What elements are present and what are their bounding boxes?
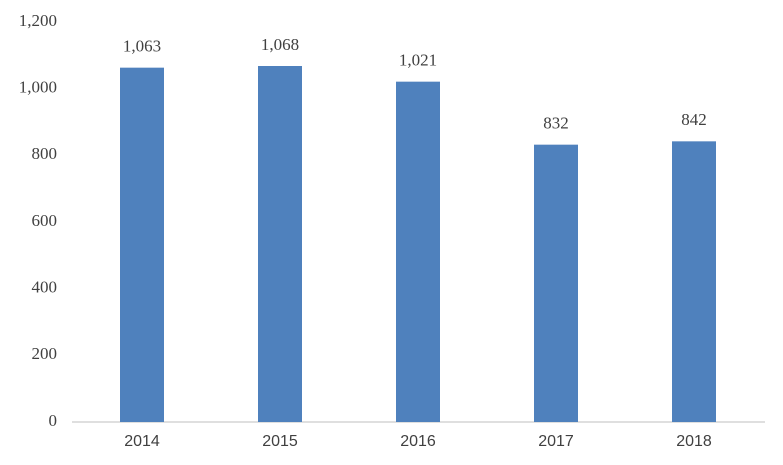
x-tick-label: 2015 bbox=[262, 433, 298, 450]
data-label: 1,021 bbox=[399, 51, 437, 70]
data-label: 842 bbox=[681, 110, 707, 129]
x-tick-label: 2016 bbox=[400, 433, 436, 450]
bar bbox=[120, 67, 164, 423]
y-tick-label: 400 bbox=[32, 278, 58, 297]
data-label: 832 bbox=[543, 114, 569, 133]
y-tick-label: 1,000 bbox=[19, 78, 57, 97]
y-tick-label: 0 bbox=[49, 411, 58, 430]
data-label: 1,068 bbox=[261, 35, 299, 54]
bar bbox=[258, 66, 302, 422]
y-tick-label: 800 bbox=[32, 144, 58, 163]
x-tick-label: 2017 bbox=[538, 433, 574, 450]
x-tick-label: 2018 bbox=[676, 433, 712, 450]
bar bbox=[672, 141, 716, 423]
x-tick-label: 2014 bbox=[124, 433, 160, 450]
y-tick-label: 200 bbox=[32, 344, 58, 363]
bar bbox=[534, 144, 578, 422]
y-tick-label: 600 bbox=[32, 211, 58, 230]
bar bbox=[396, 81, 440, 423]
data-label: 1,063 bbox=[123, 37, 161, 56]
y-tick-label: 1,200 bbox=[19, 11, 57, 30]
